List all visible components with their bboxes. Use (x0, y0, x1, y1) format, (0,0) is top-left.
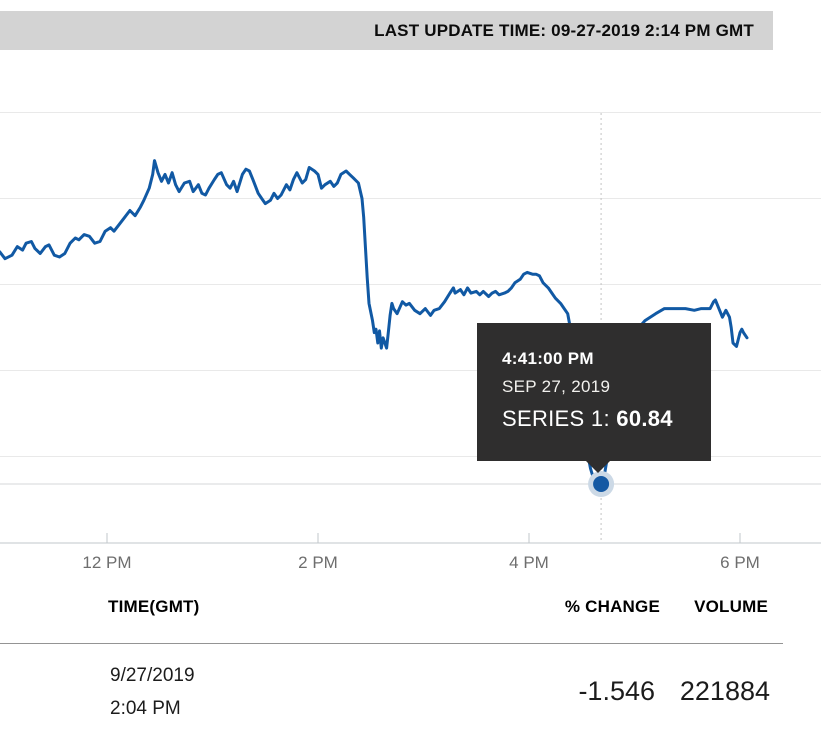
col-header-volume: VOLUME (694, 597, 768, 616)
chart-tooltip: 4:41:00 PM SEP 27, 2019 SERIES 1: 60.84 (477, 323, 711, 473)
last-update-text: LAST UPDATE TIME: 09-27-2019 2:14 PM GMT (374, 21, 754, 40)
row-volume: 221884 (679, 676, 770, 706)
chart-canvas[interactable]: 12 PM 2 PM 4 PM 6 PM (0, 0, 821, 580)
row-time: 2:04 PM (110, 698, 181, 719)
x-axis-label: 6 PM (720, 553, 760, 572)
marker-dot (593, 476, 610, 492)
tooltip-time: 4:41:00 PM (502, 349, 594, 368)
tooltip-date: SEP 27, 2019 (502, 377, 611, 396)
x-axis-label: 12 PM (82, 553, 131, 572)
x-axis-label: 4 PM (509, 553, 549, 572)
tooltip-value: 60.84 (616, 406, 673, 431)
tooltip-series-value: SERIES 1: 60.84 (502, 406, 711, 432)
x-axis-label: 2 PM (298, 553, 338, 572)
tooltip-series-label: SERIES 1: (502, 406, 610, 431)
row-date: 9/27/2019 (110, 665, 195, 686)
last-update-bar: LAST UPDATE TIME: 09-27-2019 2:14 PM GMT (0, 11, 773, 50)
col-header-time: TIME(GMT) (108, 597, 200, 616)
table-divider (0, 643, 783, 644)
intraday-price-chart[interactable]: 12 PM 2 PM 4 PM 6 PM 4:41:00 PM SEP 27, 201… (0, 0, 821, 580)
col-header-change: % CHANGE (564, 597, 660, 616)
tooltip-pointer-arrow (585, 460, 611, 473)
row-pct-change: -1.546 (578, 676, 655, 706)
